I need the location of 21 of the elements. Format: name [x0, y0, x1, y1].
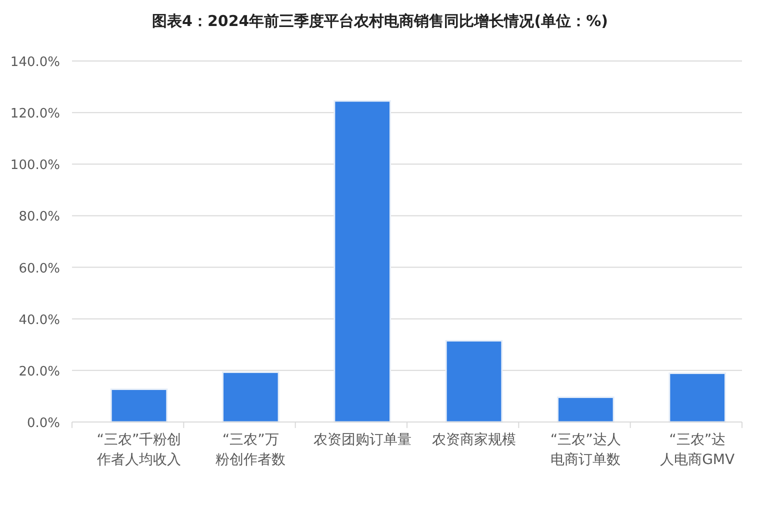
y-tick-label: 40.0% — [18, 312, 60, 328]
bar — [668, 372, 726, 423]
bar — [110, 388, 168, 423]
y-tick-label: 60.0% — [18, 261, 60, 276]
x-tick-label: 农资商家规模 — [432, 432, 516, 448]
bar — [445, 340, 503, 423]
bar — [557, 396, 614, 423]
x-tick-label: “三农”千粉创作者人均收入 — [96, 432, 182, 468]
x-tick-label: “三农”达人电商订单数 — [550, 432, 621, 468]
y-tick-label: 120.0% — [10, 106, 60, 122]
x-tick-label: “三农”达人电商GMV — [660, 432, 736, 468]
y-tick-label: 20.0% — [18, 364, 60, 380]
y-tick-label: 80.0% — [18, 210, 60, 225]
chart-title: 图表4：2024年前三季度平台农村电商销售同比增长情况(单位：%) — [152, 12, 608, 30]
x-tick-label: 农资团购订单量 — [313, 432, 412, 448]
bar — [222, 371, 280, 423]
x-tick-label: “三农”万粉创作者数 — [216, 432, 286, 468]
bar — [334, 100, 391, 423]
y-tick-label: 100.0% — [10, 158, 60, 174]
y-tick-label: 140.0% — [10, 55, 60, 70]
y-tick-label: 0.0% — [26, 416, 60, 431]
